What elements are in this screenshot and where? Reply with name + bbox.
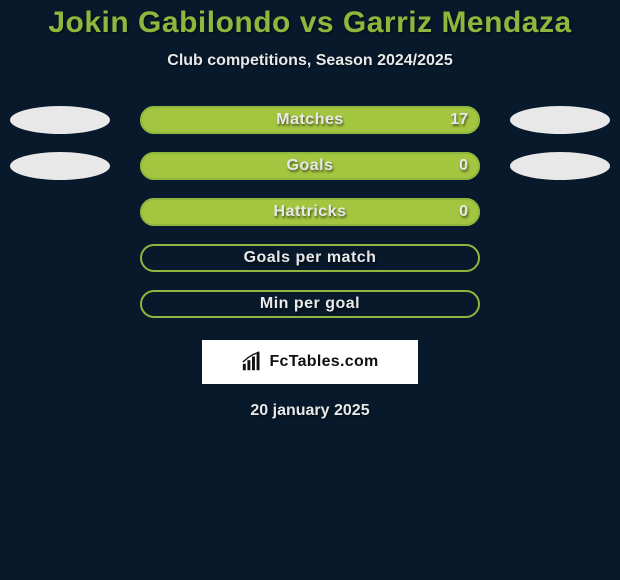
right-spacer <box>510 198 610 226</box>
bar-label: Goals per match <box>140 244 480 272</box>
comparison-card: Jokin Gabilondo vs Garriz Mendaza Club c… <box>0 0 620 420</box>
right-spacer <box>510 290 610 318</box>
bar-value: 17 <box>450 106 468 134</box>
left-ellipse <box>10 106 110 134</box>
date: 20 january 2025 <box>250 402 369 420</box>
stat-rows: Matches17Goals0Hattricks0Goals per match… <box>0 106 620 318</box>
logo-text: FcTables.com <box>269 353 378 371</box>
subtitle: Club competitions, Season 2024/2025 <box>167 52 452 70</box>
bar-label: Goals <box>140 152 480 180</box>
bar-label: Min per goal <box>140 290 480 318</box>
bar-label: Hattricks <box>140 198 480 226</box>
right-ellipse <box>510 106 610 134</box>
stat-row: Matches17 <box>0 106 620 134</box>
bar-value: 0 <box>459 198 468 226</box>
bar-chart-icon <box>241 351 263 373</box>
bar-value: 0 <box>459 152 468 180</box>
left-spacer <box>10 290 110 318</box>
left-ellipse <box>10 152 110 180</box>
bar-label: Matches <box>140 106 480 134</box>
right-spacer <box>510 244 610 272</box>
stat-row: Goals per match <box>0 244 620 272</box>
bar-area: Hattricks0 <box>140 198 480 226</box>
bar-area: Goals per match <box>140 244 480 272</box>
left-spacer <box>10 198 110 226</box>
bar-area: Goals0 <box>140 152 480 180</box>
stat-row: Goals0 <box>0 152 620 180</box>
bar-area: Min per goal <box>140 290 480 318</box>
right-ellipse <box>510 152 610 180</box>
bar-area: Matches17 <box>140 106 480 134</box>
stat-row: Min per goal <box>0 290 620 318</box>
logo-box: FcTables.com <box>202 340 418 384</box>
title: Jokin Gabilondo vs Garriz Mendaza <box>48 6 571 40</box>
left-spacer <box>10 244 110 272</box>
stat-row: Hattricks0 <box>0 198 620 226</box>
